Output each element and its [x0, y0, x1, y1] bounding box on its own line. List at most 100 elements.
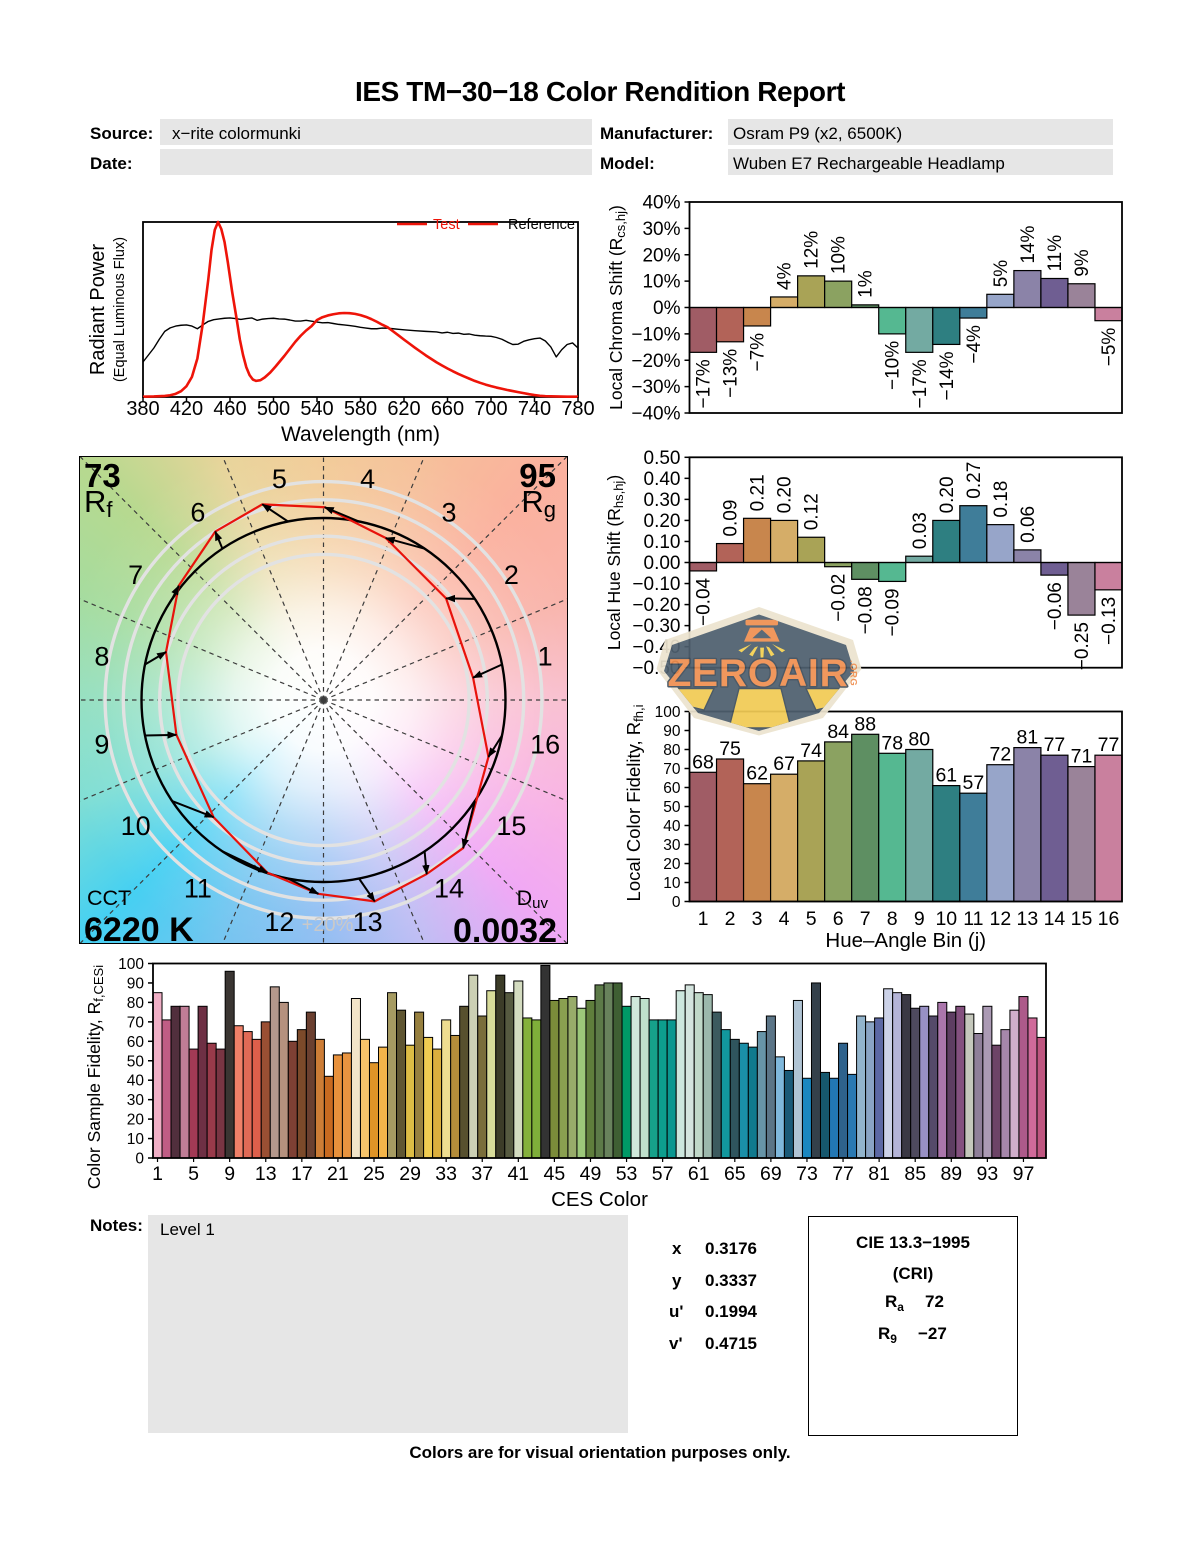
svg-text:21: 21: [327, 1163, 349, 1185]
svg-text:80: 80: [127, 995, 145, 1012]
svg-text:−0.09: −0.09: [883, 588, 904, 636]
svg-text:20%: 20%: [642, 245, 680, 266]
svg-text:660: 660: [431, 398, 464, 420]
svg-text:Color Sample Fidelity, Rf,CESi: Color Sample Fidelity, Rf,CESi: [84, 965, 106, 1189]
svg-text:0.09: 0.09: [721, 500, 742, 537]
svg-text:10: 10: [935, 908, 957, 930]
svg-text:61: 61: [935, 765, 957, 787]
svg-text:53: 53: [616, 1163, 638, 1185]
svg-text:−0.25: −0.25: [1072, 622, 1093, 670]
svg-text:15: 15: [496, 811, 526, 841]
svg-text:20: 20: [663, 856, 681, 873]
svg-text:6: 6: [190, 498, 205, 528]
svg-text:6220 K: 6220 K: [84, 911, 194, 949]
svg-text:9%: 9%: [1072, 249, 1093, 277]
svg-text:380: 380: [126, 398, 159, 420]
svg-text:40%: 40%: [642, 193, 680, 214]
svg-text:CES Color: CES Color: [551, 1188, 648, 1211]
svg-text:−0.10: −0.10: [632, 574, 680, 595]
svg-text:740: 740: [518, 398, 551, 420]
svg-text:4: 4: [779, 908, 790, 930]
svg-text:50: 50: [127, 1053, 145, 1070]
svg-text:11: 11: [963, 908, 983, 930]
svg-text:Radiant Power: Radiant Power: [87, 244, 109, 376]
svg-text:5: 5: [188, 1163, 199, 1185]
svg-text:12: 12: [264, 907, 294, 937]
svg-text:1: 1: [698, 908, 709, 930]
svg-text:45: 45: [544, 1163, 566, 1185]
svg-text:7: 7: [860, 908, 871, 930]
svg-text:29: 29: [399, 1163, 421, 1185]
svg-text:72: 72: [990, 744, 1012, 766]
svg-text:0.10: 0.10: [644, 532, 681, 553]
svg-text:0.03: 0.03: [910, 512, 931, 549]
svg-text:60: 60: [663, 780, 681, 797]
svg-text:580: 580: [344, 398, 377, 420]
svg-text:100: 100: [118, 956, 144, 973]
svg-text:1: 1: [538, 641, 553, 671]
svg-text:77: 77: [832, 1163, 854, 1185]
svg-text:4: 4: [360, 464, 375, 494]
svg-text:ZEROAIR: ZEROAIR: [667, 652, 848, 695]
svg-text:0.20: 0.20: [937, 476, 958, 513]
svg-text:0.0032: 0.0032: [453, 912, 557, 950]
svg-text:0.00: 0.00: [644, 553, 681, 574]
svg-text:540: 540: [300, 398, 333, 420]
svg-text:420: 420: [170, 398, 203, 420]
svg-text:60: 60: [127, 1034, 145, 1051]
svg-text:81: 81: [1017, 727, 1039, 749]
svg-text:80: 80: [663, 742, 681, 759]
svg-text:9: 9: [224, 1163, 235, 1185]
svg-text:30: 30: [127, 1092, 145, 1109]
svg-text:−17%: −17%: [910, 359, 931, 408]
svg-text:−0.02: −0.02: [829, 574, 850, 622]
svg-text:20: 20: [127, 1112, 145, 1129]
svg-text:85: 85: [904, 1163, 926, 1185]
svg-text:−0.04: −0.04: [694, 577, 715, 626]
svg-text:13: 13: [1017, 908, 1039, 930]
svg-text:2: 2: [504, 560, 519, 590]
svg-text:12%: 12%: [802, 231, 823, 269]
svg-text:−0.06: −0.06: [1045, 582, 1066, 630]
svg-text:Wavelength (nm): Wavelength (nm): [281, 423, 440, 446]
svg-text:0.18: 0.18: [991, 481, 1012, 518]
svg-text:73: 73: [796, 1163, 818, 1185]
svg-text:0.21: 0.21: [748, 474, 769, 511]
svg-text:.ORG: .ORG: [848, 660, 859, 686]
svg-text:−0.30: −0.30: [632, 616, 680, 637]
svg-text:74: 74: [800, 740, 822, 762]
svg-text:−0.08: −0.08: [856, 586, 877, 634]
svg-text:500: 500: [257, 398, 290, 420]
svg-text:2: 2: [725, 908, 736, 930]
svg-text:620: 620: [387, 398, 420, 420]
svg-text:−20%: −20%: [631, 351, 680, 372]
svg-text:10%: 10%: [829, 236, 850, 274]
svg-text:+20%: +20%: [302, 914, 354, 936]
svg-text:62: 62: [746, 763, 768, 785]
svg-text:−30%: −30%: [631, 377, 680, 398]
svg-text:33: 33: [435, 1163, 457, 1185]
svg-text:0.30: 0.30: [644, 490, 681, 511]
svg-text:−13%: −13%: [721, 349, 742, 398]
svg-text:−0.20: −0.20: [632, 595, 680, 616]
svg-text:8: 8: [887, 908, 898, 930]
svg-text:69: 69: [760, 1163, 782, 1185]
svg-text:37: 37: [471, 1163, 493, 1185]
svg-text:Local Chroma Shift (Rcs,hj): Local Chroma Shift (Rcs,hj): [606, 205, 628, 410]
svg-text:97: 97: [1013, 1163, 1035, 1185]
svg-text:3: 3: [442, 498, 457, 528]
svg-text:73: 73: [84, 457, 121, 494]
svg-text:1%: 1%: [856, 270, 877, 298]
svg-text:Test: Test: [433, 217, 460, 233]
svg-text:70: 70: [663, 761, 681, 778]
svg-text:77: 77: [1044, 734, 1066, 756]
svg-text:4%: 4%: [775, 262, 796, 290]
svg-text:5: 5: [272, 464, 287, 494]
svg-text:Duv: Duv: [517, 886, 549, 912]
svg-text:0.20: 0.20: [775, 476, 796, 513]
svg-text:460: 460: [213, 398, 246, 420]
svg-text:13: 13: [255, 1163, 277, 1185]
svg-text:84: 84: [827, 721, 849, 743]
svg-text:68: 68: [692, 751, 714, 773]
svg-text:10: 10: [121, 811, 151, 841]
